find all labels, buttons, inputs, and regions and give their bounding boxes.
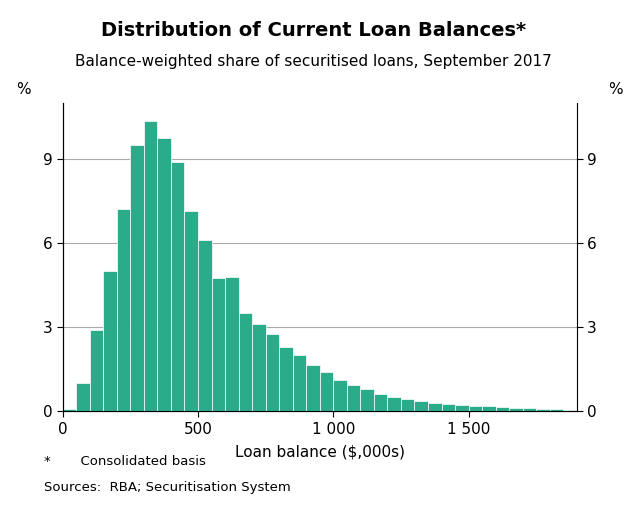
Text: *       Consolidated basis: * Consolidated basis bbox=[44, 455, 206, 468]
Bar bbox=[144, 121, 157, 411]
Bar bbox=[468, 406, 482, 411]
Text: Sources:  RBA; Securitisation System: Sources: RBA; Securitisation System bbox=[44, 481, 291, 493]
Bar bbox=[130, 145, 144, 411]
Bar bbox=[157, 138, 171, 411]
Bar bbox=[211, 278, 225, 411]
Bar bbox=[523, 408, 536, 411]
Bar bbox=[306, 365, 320, 411]
Text: Balance-weighted share of securitised loans, September 2017: Balance-weighted share of securitised lo… bbox=[75, 54, 552, 69]
Bar bbox=[482, 407, 496, 411]
Bar bbox=[387, 397, 401, 411]
Bar bbox=[90, 330, 103, 411]
Text: %: % bbox=[16, 82, 31, 97]
Bar bbox=[239, 313, 252, 411]
Bar bbox=[550, 409, 563, 411]
Bar bbox=[361, 389, 374, 411]
Bar bbox=[347, 384, 361, 411]
Bar bbox=[198, 240, 211, 411]
Bar bbox=[225, 277, 239, 411]
Bar bbox=[401, 398, 414, 411]
Text: Distribution of Current Loan Balances*: Distribution of Current Loan Balances* bbox=[101, 21, 526, 40]
Bar bbox=[279, 347, 293, 411]
Bar bbox=[563, 410, 577, 411]
Bar bbox=[536, 409, 550, 411]
Bar bbox=[414, 401, 428, 411]
Bar bbox=[76, 383, 90, 411]
Bar bbox=[374, 394, 387, 411]
Bar bbox=[455, 405, 468, 411]
Bar bbox=[63, 409, 76, 411]
Bar bbox=[320, 372, 334, 411]
Bar bbox=[293, 355, 306, 411]
Bar bbox=[171, 162, 184, 411]
Bar bbox=[509, 408, 523, 411]
Bar bbox=[441, 404, 455, 411]
Text: %: % bbox=[608, 82, 623, 97]
Bar bbox=[266, 334, 279, 411]
Bar bbox=[334, 380, 347, 411]
Bar bbox=[184, 211, 198, 411]
Bar bbox=[103, 271, 117, 411]
Bar bbox=[252, 324, 266, 411]
Bar bbox=[428, 403, 441, 411]
X-axis label: Loan balance ($,000s): Loan balance ($,000s) bbox=[234, 445, 405, 460]
Bar bbox=[496, 407, 509, 411]
Bar bbox=[117, 209, 130, 411]
